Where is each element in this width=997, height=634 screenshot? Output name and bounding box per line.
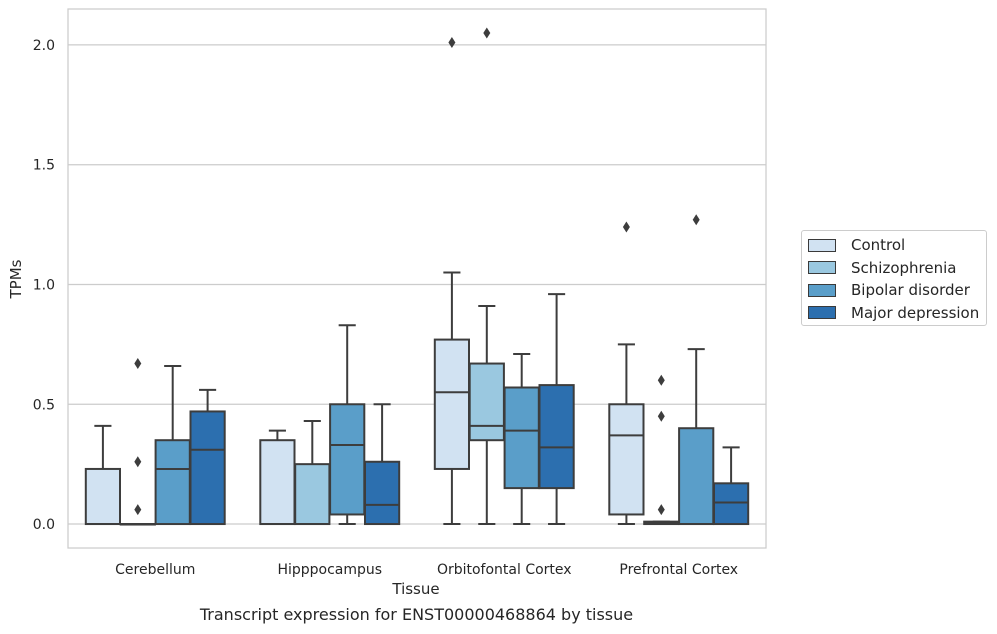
y-tick-label: 0.0 — [33, 517, 55, 533]
box-iqr — [608, 403, 645, 516]
box-iqr — [468, 362, 505, 442]
box-2-2 — [503, 352, 540, 526]
legend-swatch — [808, 283, 836, 297]
box-0-3 — [189, 388, 226, 526]
x-axis-ticks: Cerebellum Hipppocampus Orbitofontal Corte… — [115, 562, 738, 578]
legend-label: Control — [851, 236, 906, 254]
y-tick-label: 2.0 — [33, 38, 55, 54]
box-iqr — [433, 338, 471, 470]
box-iqr — [538, 384, 575, 490]
outlier-point — [622, 221, 630, 233]
x-tick-label: Hipppocampus — [277, 562, 382, 578]
figure-caption: Transcript expression for ENST0000046886… — [199, 605, 634, 624]
box-3-0 — [608, 221, 645, 526]
outlier-point — [657, 410, 665, 422]
outlier-point — [134, 456, 142, 468]
box-1-2 — [329, 324, 366, 526]
box-2-3 — [538, 293, 575, 526]
legend-swatch — [808, 261, 836, 274]
outlier-point — [483, 27, 491, 39]
y-tick-label: 1.5 — [33, 158, 55, 174]
outlier-point — [448, 37, 456, 49]
box-0-1 — [119, 358, 156, 526]
x-axis-label: Tissue — [391, 580, 439, 598]
box-iqr — [678, 427, 715, 526]
y-tick-label: 0.5 — [33, 397, 55, 413]
y-axis-label: TPMs — [7, 259, 25, 299]
legend-item: Major depression — [808, 303, 979, 323]
box-iqr — [329, 403, 366, 516]
box-iqr — [712, 482, 750, 526]
box-iqr — [259, 439, 296, 526]
box-2-0 — [433, 37, 471, 526]
legend-item: Bipolar disorder — [808, 280, 970, 300]
box-2-1 — [468, 27, 505, 526]
box-iqr — [154, 439, 191, 526]
box-0-2 — [154, 364, 191, 526]
box-iqr — [84, 467, 122, 526]
plot-area-frame — [67, 8, 767, 549]
outlier-point — [134, 504, 142, 516]
box-1-1 — [294, 420, 331, 526]
x-tick-label: Cerebellum — [115, 562, 195, 578]
legend-label: Major depression — [851, 303, 980, 322]
legend-item: Schizophrenia — [808, 258, 956, 278]
box-3-1 — [643, 374, 680, 526]
box-1-3 — [363, 403, 401, 526]
box-0-0 — [84, 424, 122, 526]
y-tick-label: 1.0 — [33, 277, 55, 293]
outlier-point — [657, 374, 665, 386]
box-groups — [84, 27, 750, 526]
box-iqr — [189, 410, 226, 526]
y-axis-ticks: 0.0 0.5 1.0 1.5 2.0 — [33, 38, 55, 533]
box-iqr — [294, 463, 331, 526]
legend-label: Bipolar disorder — [851, 281, 970, 299]
legend-item: Control — [808, 235, 905, 255]
box-iqr — [503, 386, 540, 490]
box-3-2 — [678, 214, 715, 526]
x-tick-label: Orbitofontal Cortex — [437, 562, 572, 578]
legend-label: Schizophrenia — [851, 258, 957, 277]
outlier-point — [692, 214, 700, 226]
legend-swatch — [808, 238, 836, 252]
outlier-point — [657, 504, 665, 516]
legend-swatch — [808, 306, 836, 319]
box-1-0 — [259, 429, 296, 526]
x-tick-label: Prefrontal Cortex — [619, 562, 738, 578]
legend: Control Schizophrenia Bipolar disorder Majo… — [801, 230, 987, 326]
outlier-point — [134, 358, 142, 370]
box-3-3 — [712, 446, 750, 526]
box-iqr — [363, 460, 401, 526]
